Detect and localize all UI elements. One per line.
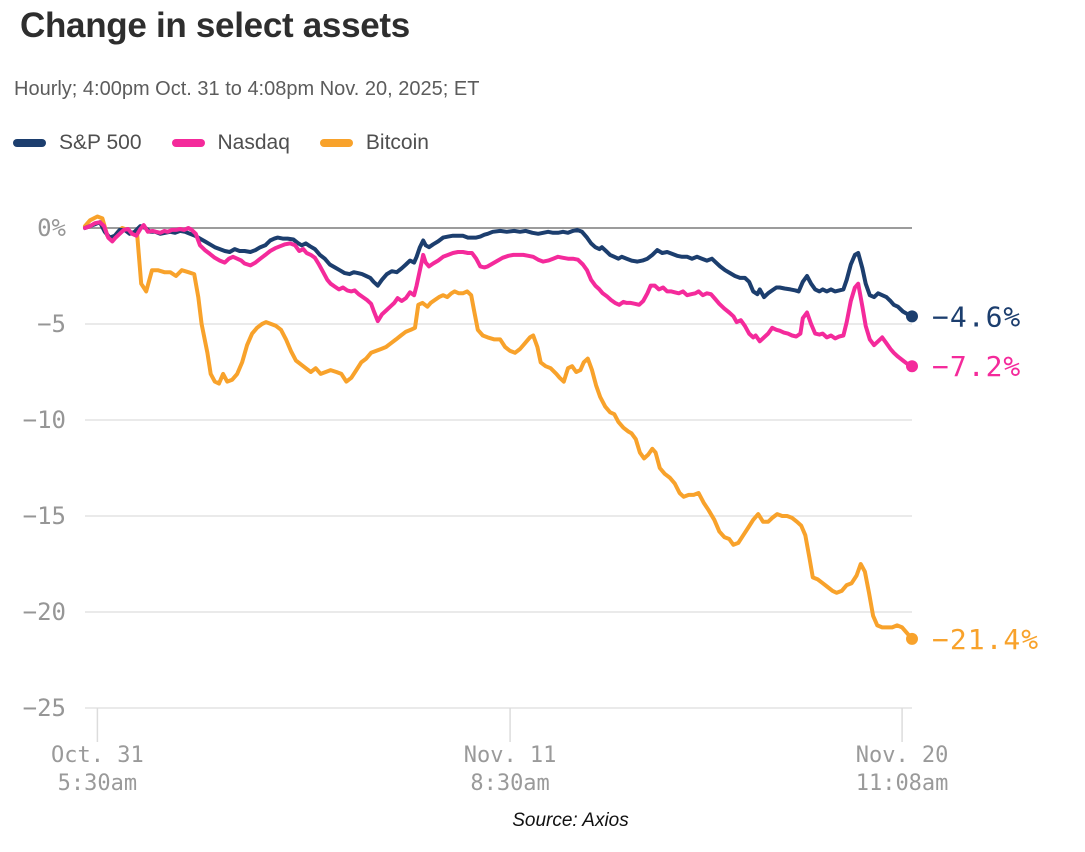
series-end-dot xyxy=(906,632,918,645)
legend-swatch-icon xyxy=(171,139,205,147)
series-end-label: −7.2% xyxy=(932,350,1021,383)
y-axis-tick-label: −25 xyxy=(23,694,66,722)
x-axis-tick-time: 5:30am xyxy=(58,771,137,796)
series-line-s-p-500 xyxy=(83,220,914,319)
legend-swatch-icon xyxy=(319,139,353,147)
y-axis-tick-label: −20 xyxy=(23,598,66,626)
y-axis-tick-label: −15 xyxy=(23,502,66,530)
chart-title: Change in select assets xyxy=(20,6,410,45)
x-axis-tick-time: 11:08am xyxy=(856,771,949,796)
legend-item-bitcoin: Bitcoin xyxy=(319,131,429,155)
legend-label: Bitcoin xyxy=(365,131,429,154)
x-axis-tick-date: Nov. 20 xyxy=(856,743,949,768)
series-line-nasdaq xyxy=(83,220,914,369)
x-axis-tick-time: 8:30am xyxy=(470,771,549,796)
x-axis-tick-date: Oct. 31 xyxy=(51,743,144,768)
y-axis-tick-label: 0% xyxy=(37,214,66,242)
legend-label: S&P 500 xyxy=(59,131,142,154)
y-axis-tick-label: −10 xyxy=(23,406,66,434)
series-end-label: −21.4% xyxy=(932,623,1039,656)
series-line-bitcoin xyxy=(83,214,914,641)
y-axis-tick-label: −5 xyxy=(37,310,66,338)
series-end-dot xyxy=(906,310,918,323)
series-end-dot xyxy=(906,360,918,373)
chart-subtitle: Hourly; 4:00pm Oct. 31 to 4:08pm Nov. 20… xyxy=(14,78,480,100)
series-end-label: −4.6% xyxy=(932,300,1021,333)
legend-label: Nasdaq xyxy=(217,131,290,154)
legend-item-nasdaq: Nasdaq xyxy=(171,131,290,155)
source-note: Source: Axios xyxy=(512,810,629,831)
legend: S&P 500 Nasdaq Bitcoin xyxy=(13,131,429,155)
legend-item-s-p-500: S&P 500 xyxy=(13,131,142,155)
x-axis-tick-date: Nov. 11 xyxy=(464,743,557,768)
legend-swatch-icon xyxy=(13,139,46,147)
